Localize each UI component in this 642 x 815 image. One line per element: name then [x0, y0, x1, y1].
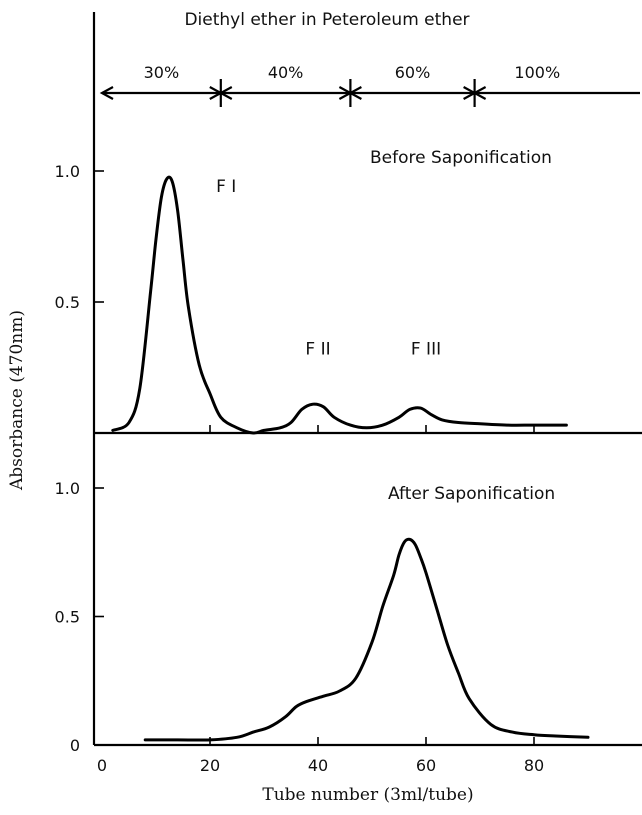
y-tick-label: 1.0	[55, 479, 80, 498]
x-axis-label: Tube number (3ml/tube)	[262, 785, 473, 805]
x-tick-label: 40	[308, 756, 328, 775]
arrow-head-left	[218, 86, 233, 100]
arrow-head-left	[99, 86, 114, 100]
upper-panel-title: Before Saponification	[370, 148, 552, 168]
gradient-segment-label: 60%	[395, 63, 431, 82]
absorbance-curve	[143, 537, 590, 742]
peak-annotation: F III	[411, 339, 441, 359]
peak-annotation: F I	[216, 177, 236, 197]
lower-panel: 0 0.5 1.0 0 20 40 60 80	[55, 479, 590, 775]
x-tick-label: 60	[416, 756, 436, 775]
gradient-segment-label: 100%	[514, 63, 560, 82]
gradient-title: Diethyl ether in Peteroleum ether	[184, 10, 469, 30]
lower-panel-title: After Saponification	[388, 484, 555, 504]
gradient-row: 30% 40% 60% 100%	[99, 63, 640, 107]
gradient-segment-label: 30%	[144, 63, 180, 82]
y-tick-label: 0.5	[55, 293, 80, 312]
y-tick-label: 1.0	[55, 162, 80, 181]
upper-panel: 0.5 1.0 F I F II F III	[55, 162, 568, 435]
x-tick-label: 0	[97, 756, 107, 775]
arrow-head-left	[348, 86, 362, 100]
absorbance-curve	[111, 175, 568, 435]
arrow-head-left	[472, 86, 487, 100]
x-tick-label: 80	[524, 756, 544, 775]
gradient-segment-label: 40%	[268, 63, 304, 82]
peak-annotation: F II	[305, 339, 330, 359]
x-tick-label: 20	[200, 756, 220, 775]
y-tick-label: 0.5	[55, 608, 80, 627]
y-tick-label: 0	[70, 736, 80, 755]
y-axis-label: Absorbance (470nm)	[7, 310, 27, 491]
